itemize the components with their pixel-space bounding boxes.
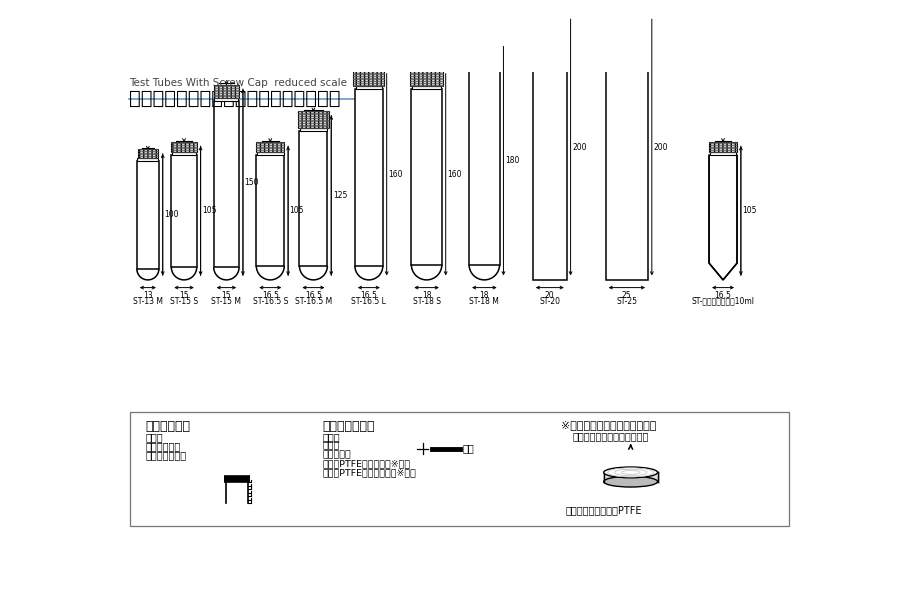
Bar bbox=[527, 15, 572, 38]
Text: ST-16.5 S: ST-16.5 S bbox=[253, 297, 288, 306]
Text: ＜パッキング＞: ＜パッキング＞ bbox=[322, 420, 375, 433]
Bar bbox=[466, 42, 502, 62]
Bar bbox=[354, 70, 384, 86]
Text: ST-スピッチグラス10ml: ST-スピッチグラス10ml bbox=[691, 297, 754, 306]
Text: 105: 105 bbox=[742, 206, 757, 215]
Text: ST-15 M: ST-15 M bbox=[212, 297, 241, 306]
Polygon shape bbox=[709, 155, 737, 280]
Text: 18: 18 bbox=[422, 290, 431, 299]
Bar bbox=[356, 86, 382, 89]
Bar bbox=[137, 161, 159, 269]
Text: 18: 18 bbox=[480, 290, 489, 299]
Text: シリコーン: シリコーン bbox=[322, 450, 351, 459]
Text: 150: 150 bbox=[245, 178, 259, 187]
Bar bbox=[298, 111, 328, 128]
Bar bbox=[599, 15, 654, 38]
Text: 16.5: 16.5 bbox=[360, 290, 377, 299]
Bar bbox=[171, 142, 197, 152]
Text: 表（液面）：フッ素PTFE: 表（液面）：フッ素PTFE bbox=[565, 506, 642, 515]
Bar bbox=[130, 412, 788, 526]
Text: 125: 125 bbox=[333, 191, 347, 200]
Bar bbox=[606, 41, 648, 280]
Bar bbox=[709, 142, 737, 152]
Text: 160: 160 bbox=[447, 170, 462, 179]
Text: フェノール樹脂: フェノール樹脂 bbox=[146, 450, 186, 460]
Bar bbox=[138, 149, 157, 158]
Text: 105: 105 bbox=[202, 206, 217, 215]
Ellipse shape bbox=[604, 476, 658, 487]
Bar bbox=[138, 158, 158, 161]
Text: 16.5: 16.5 bbox=[262, 290, 279, 299]
Text: 厚さ: 厚さ bbox=[462, 443, 473, 454]
Text: ST-20: ST-20 bbox=[539, 297, 561, 306]
Bar bbox=[172, 152, 196, 155]
Text: 16.5: 16.5 bbox=[305, 290, 322, 299]
Text: ST-18 S: ST-18 S bbox=[412, 297, 441, 306]
Text: ST-25: ST-25 bbox=[616, 297, 637, 306]
Bar bbox=[410, 70, 444, 86]
Text: 20: 20 bbox=[545, 290, 554, 299]
Bar bbox=[412, 86, 441, 89]
Text: フッ素PTFE／ニトリル※図１: フッ素PTFE／ニトリル※図１ bbox=[322, 460, 410, 469]
Text: フッ素PTFE／シリコーン※図１: フッ素PTFE／シリコーン※図１ bbox=[322, 469, 417, 478]
Text: ST-13 M: ST-13 M bbox=[133, 297, 163, 306]
Bar bbox=[607, 38, 647, 41]
Text: 25: 25 bbox=[622, 290, 632, 299]
Bar bbox=[213, 85, 239, 98]
Bar bbox=[533, 41, 567, 280]
Text: 材質：: 材質： bbox=[146, 433, 163, 442]
Bar bbox=[213, 101, 239, 267]
Ellipse shape bbox=[604, 467, 658, 478]
Text: ねじ口試験管　製品縮尺図　（㎜／㎜）: ねじ口試験管 製品縮尺図 （㎜／㎜） bbox=[129, 89, 340, 108]
Text: 15: 15 bbox=[221, 290, 231, 299]
Bar bbox=[214, 98, 238, 101]
Bar bbox=[256, 155, 284, 266]
Text: 13: 13 bbox=[143, 290, 153, 299]
Text: ST-16.5 L: ST-16.5 L bbox=[351, 297, 386, 306]
Text: メラミン樹脂: メラミン樹脂 bbox=[146, 441, 181, 451]
Text: 200: 200 bbox=[572, 143, 587, 152]
Bar bbox=[469, 65, 500, 265]
Text: 180: 180 bbox=[505, 157, 519, 166]
Bar bbox=[604, 472, 658, 482]
Text: ＜キャップ＞: ＜キャップ＞ bbox=[146, 420, 191, 433]
Bar bbox=[470, 62, 499, 65]
Bar bbox=[534, 38, 566, 41]
Bar bbox=[710, 152, 736, 155]
Bar bbox=[300, 128, 327, 131]
Bar bbox=[300, 131, 328, 266]
Bar bbox=[256, 142, 284, 152]
Text: 200: 200 bbox=[653, 143, 668, 152]
Bar bbox=[411, 89, 442, 265]
Text: 100: 100 bbox=[165, 210, 179, 219]
Text: ST-15 S: ST-15 S bbox=[170, 297, 198, 306]
Text: ST-16.5 M: ST-16.5 M bbox=[295, 297, 332, 306]
Text: Test Tubes With Screw Cap  reduced scale: Test Tubes With Screw Cap reduced scale bbox=[129, 78, 346, 88]
Bar bbox=[257, 152, 284, 155]
Text: ※図１　パッキングのウラ表図: ※図１ パッキングのウラ表図 bbox=[562, 420, 657, 430]
Bar bbox=[171, 155, 197, 267]
Text: ブチル: ブチル bbox=[322, 441, 340, 450]
Text: 105: 105 bbox=[290, 206, 304, 215]
Text: 15: 15 bbox=[179, 290, 189, 299]
Text: 16.5: 16.5 bbox=[715, 290, 732, 299]
Text: ウラ：ニトリル／シリコーン: ウラ：ニトリル／シリコーン bbox=[573, 431, 649, 442]
Text: ST-18 M: ST-18 M bbox=[470, 297, 500, 306]
Text: 160: 160 bbox=[388, 170, 402, 179]
Bar bbox=[355, 89, 382, 266]
Text: 材質：: 材質： bbox=[322, 433, 340, 442]
